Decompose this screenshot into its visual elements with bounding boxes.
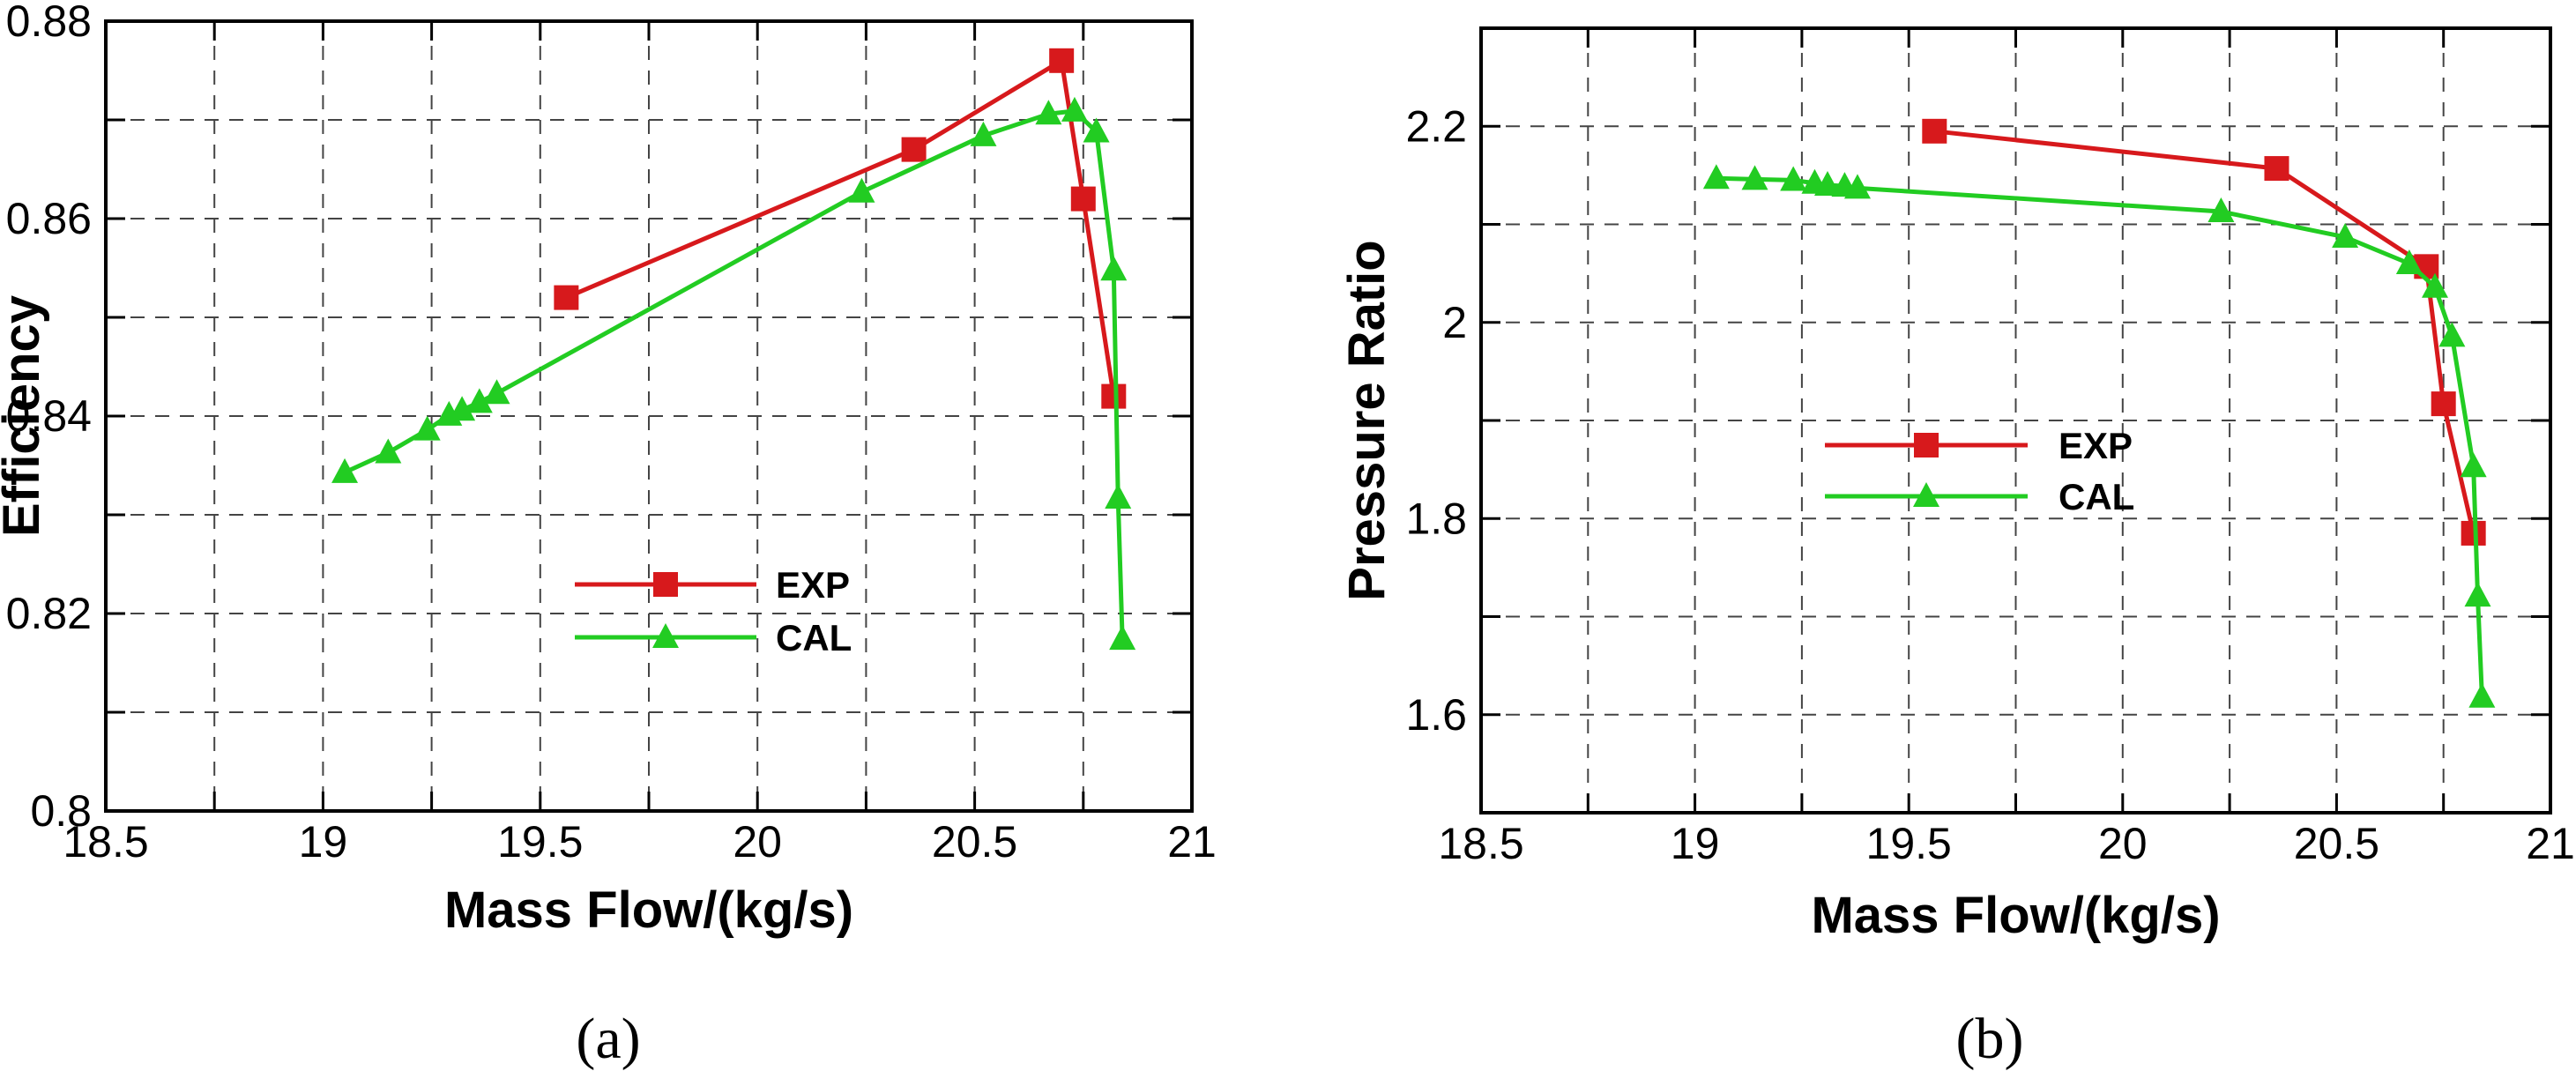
data-point-cal (1780, 166, 1807, 191)
legend-marker (1913, 482, 1939, 507)
x-axis-label: Mass Flow/(kg/s) (444, 881, 853, 939)
legend-entry-exp: EXP (575, 564, 850, 606)
data-point-cal (1814, 171, 1842, 196)
data-point-cal (2468, 682, 2496, 708)
legend-marker (652, 623, 679, 648)
legend-label: EXP (2059, 425, 2133, 466)
data-point-exp (1049, 48, 1075, 73)
data-point-exp (2431, 391, 2456, 417)
x-tick-label: 20 (2098, 819, 2148, 868)
series-cal (331, 96, 1136, 651)
data-point-cal (1105, 483, 1132, 509)
legend: EXP CAL (1825, 425, 2134, 517)
data-point-cal (449, 396, 476, 421)
data-point-cal (2460, 452, 2487, 478)
series-exp (554, 48, 1127, 409)
legend-marker (653, 572, 678, 597)
data-point-cal (848, 177, 875, 203)
legend-label: CAL (2059, 476, 2134, 517)
data-point-cal (331, 457, 359, 483)
data-point-cal (2438, 322, 2466, 347)
data-point-cal (2421, 272, 2448, 298)
legend-marker (1914, 433, 1939, 457)
series-cal (1702, 164, 2496, 708)
panel-caption: (b) (1956, 1007, 2024, 1071)
y-tick-label: 1.6 (1405, 690, 1467, 740)
data-point-cal (2395, 249, 2423, 274)
series-exp (1922, 118, 2486, 546)
data-point-cal (1843, 174, 1871, 199)
x-axis-label: Mass Flow/(kg/s) (1811, 887, 2220, 944)
data-point-exp (554, 285, 579, 310)
y-tick-label: 0.84 (6, 391, 92, 441)
plot-frame (104, 19, 1194, 813)
data-point-cal (1109, 625, 1136, 651)
data-point-cal (1061, 96, 1088, 122)
legend-entry-cal: CAL (1825, 476, 2134, 517)
grid (106, 21, 1192, 811)
y-tick-label: 0.82 (6, 589, 92, 638)
y-axis-label: Efficiency (0, 295, 50, 537)
data-point-cal (375, 438, 402, 464)
series-line-cal (344, 108, 1125, 640)
y-tick-label: 1.8 (1405, 494, 1467, 543)
chart-a: 18.5 19 19.5 20 20.5 21 0.8 0.82 0.84 0.86 0.88 Mas… (0, 0, 1217, 1071)
y-tick-label: 0.8 (30, 786, 92, 836)
legend-entry-exp: EXP (1825, 425, 2133, 466)
x-tick-label: 19.5 (497, 817, 583, 867)
data-point-cal (413, 415, 441, 441)
x-tick-label: 18.5 (1438, 819, 1523, 868)
data-point-exp (1070, 186, 1096, 212)
legend-label: CAL (776, 617, 852, 658)
data-point-cal (483, 379, 510, 405)
y-axis-label: Pressure Ratio (1338, 240, 1396, 600)
x-tick-label: 19.5 (1866, 819, 1952, 868)
x-tick-label: 21 (1167, 817, 1217, 867)
x-tick-label: 21 (2526, 819, 2575, 868)
data-point-cal (465, 388, 493, 413)
data-point-cal (1083, 117, 1110, 143)
legend-label: EXP (776, 564, 850, 606)
y-tick-label: 0.86 (6, 194, 92, 243)
data-point-cal (2207, 197, 2235, 223)
x-tick-label: 18.5 (63, 817, 148, 867)
data-point-cal (1702, 164, 1730, 190)
data-point-exp (1101, 383, 1127, 409)
data-point-cal (1741, 165, 1768, 190)
data-point-cal (1100, 256, 1128, 281)
x-tick-label: 20 (733, 817, 782, 867)
data-point-cal (1035, 100, 1062, 125)
x-tick-label: 19 (1671, 819, 1720, 868)
chart-b: 18.5 19 19.5 20 20.5 21 1.6 1.8 2 2.2 Mass Flow/(k… (1338, 26, 2575, 1071)
y-tick-label: 0.88 (6, 0, 92, 46)
data-point-exp (901, 137, 927, 162)
data-point-exp (2264, 156, 2289, 182)
legend-entry-cal: CAL (575, 617, 852, 658)
grid (1481, 28, 2550, 813)
x-tick-label: 20.5 (932, 817, 1017, 867)
data-point-exp (1922, 118, 1947, 144)
data-point-cal (2332, 222, 2359, 248)
y-tick-label: 2.2 (1405, 101, 1467, 151)
data-point-cal (2464, 582, 2491, 607)
data-point-cal (970, 121, 997, 146)
y-tick-label: 2 (1442, 298, 1467, 347)
panel-caption: (a) (576, 1007, 640, 1071)
x-tick-label: 19 (299, 817, 348, 867)
x-tick-label: 20.5 (2294, 819, 2379, 868)
legend: EXP CAL (575, 564, 852, 658)
plot-frame (1479, 26, 2552, 814)
